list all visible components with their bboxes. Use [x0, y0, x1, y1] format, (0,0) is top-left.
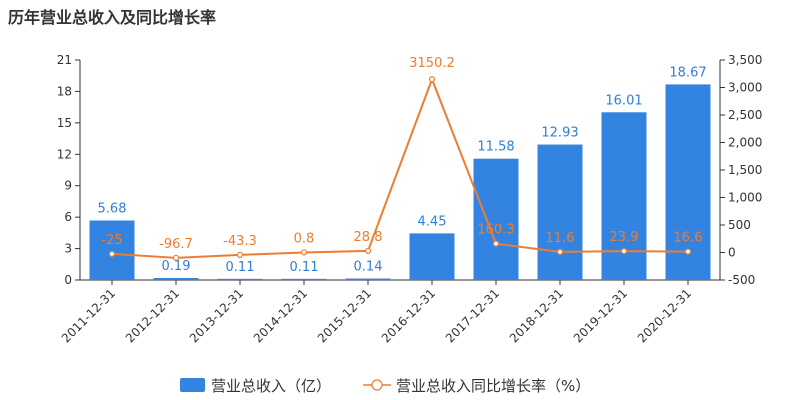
right-y-tick-label: 3,000: [728, 81, 762, 95]
revenue-bar[interactable]: [665, 84, 711, 281]
revenue-bar-label: 0.14: [354, 260, 383, 275]
growth-rate-point[interactable]: [428, 76, 436, 83]
growth-rate-label: -43.3: [223, 234, 257, 249]
revenue-bar[interactable]: [473, 158, 519, 280]
revenue-bar[interactable]: [153, 278, 199, 280]
growth-rate-point[interactable]: [236, 251, 244, 258]
x-tick-label: 2015-12-31: [315, 286, 374, 345]
growth-rate-line: [111, 76, 689, 259]
x-tick-label: 2019-12-31: [571, 286, 630, 345]
left-y-tick-label: 9: [64, 179, 72, 193]
right-y-tick-label: 0: [728, 246, 736, 260]
revenue-bar[interactable]: [89, 220, 135, 280]
growth-rate-point[interactable]: [300, 249, 308, 256]
chart-title: 历年营业总收入及同比增长率: [8, 8, 217, 27]
left-y-tick-label: 0: [64, 273, 72, 287]
revenue-bar-label: 12.93: [541, 126, 578, 141]
growth-rate-label: -96.7: [159, 237, 193, 252]
growth-rate-label: 0.8: [294, 231, 315, 246]
x-tick-label: 2014-12-31: [251, 286, 310, 345]
legend-growth-label: 营业总收入同比增长率（%）: [396, 377, 590, 395]
revenue-bar-label: 0.11: [290, 260, 319, 275]
revenue-bar[interactable]: [601, 112, 647, 281]
right-y-tick-label: 3,500: [728, 53, 762, 67]
x-tick-label: 2018-12-31: [507, 286, 566, 345]
right-y-tick-label: 1,500: [728, 163, 762, 177]
revenue-bar[interactable]: [537, 144, 583, 280]
x-tick-label: 2011-12-31: [59, 286, 118, 345]
x-tick-label: 2016-12-31: [379, 286, 438, 345]
right-y-tick-label: 2,000: [728, 136, 762, 150]
growth-rate-label: -25: [101, 233, 122, 248]
growth-rate-label: 11.6: [546, 231, 575, 246]
right-y-tick-label: 500: [728, 218, 751, 232]
x-tick-label: 2017-12-31: [443, 286, 502, 345]
left-y-tick-label: 15: [57, 116, 72, 130]
left-y-tick-label: 6: [64, 210, 72, 224]
revenue-bar-label: 5.68: [98, 201, 127, 216]
revenue-bar-label: 0.19: [162, 259, 191, 274]
right-y-tick-label: 1,000: [728, 191, 762, 205]
growth-rate-label: 3150.2: [409, 56, 455, 71]
revenue-bar[interactable]: [281, 278, 327, 280]
revenue-bar-label: 4.45: [418, 214, 447, 229]
legend-revenue-label: 营业总收入（亿）: [211, 377, 331, 395]
x-tick-label: 2020-12-31: [635, 286, 694, 345]
growth-rate-point[interactable]: [364, 247, 372, 255]
revenue-bar-label: 11.58: [477, 140, 514, 155]
revenue-bar-label: 18.67: [669, 65, 706, 80]
growth-rate-label: 16.6: [674, 231, 703, 246]
legend-revenue-swatch: [180, 378, 205, 392]
growth-rate-label: 23.9: [610, 230, 639, 245]
left-y-tick-label: 18: [57, 84, 72, 98]
growth-rate-label: 160.3: [477, 223, 514, 238]
right-y-tick-label: 2,500: [728, 108, 762, 122]
growth-rate-point[interactable]: [492, 240, 500, 247]
left-y-tick-label: 12: [57, 147, 72, 161]
revenue-bar-label: 0.11: [226, 260, 255, 275]
right-y-tick-label: -500: [728, 273, 755, 287]
growth-rate-label: 28.8: [354, 230, 383, 245]
revenue-bar[interactable]: [217, 278, 263, 280]
revenue-bar[interactable]: [345, 278, 391, 280]
growth-rate-point[interactable]: [108, 250, 116, 257]
left-y-tick-label: 3: [64, 242, 72, 256]
legend-growth-swatch-marker: [371, 379, 383, 391]
left-y-tick-label: 21: [57, 53, 72, 67]
growth-rate-point[interactable]: [172, 254, 180, 261]
x-tick-label: 2012-12-31: [123, 286, 182, 345]
revenue-bar-label: 16.01: [605, 93, 642, 108]
x-tick-label: 2013-12-31: [187, 286, 246, 345]
growth-rate-point[interactable]: [620, 248, 628, 255]
revenue-bar[interactable]: [409, 233, 455, 280]
growth-rate-point[interactable]: [556, 248, 564, 255]
growth-rate-point[interactable]: [684, 248, 692, 255]
